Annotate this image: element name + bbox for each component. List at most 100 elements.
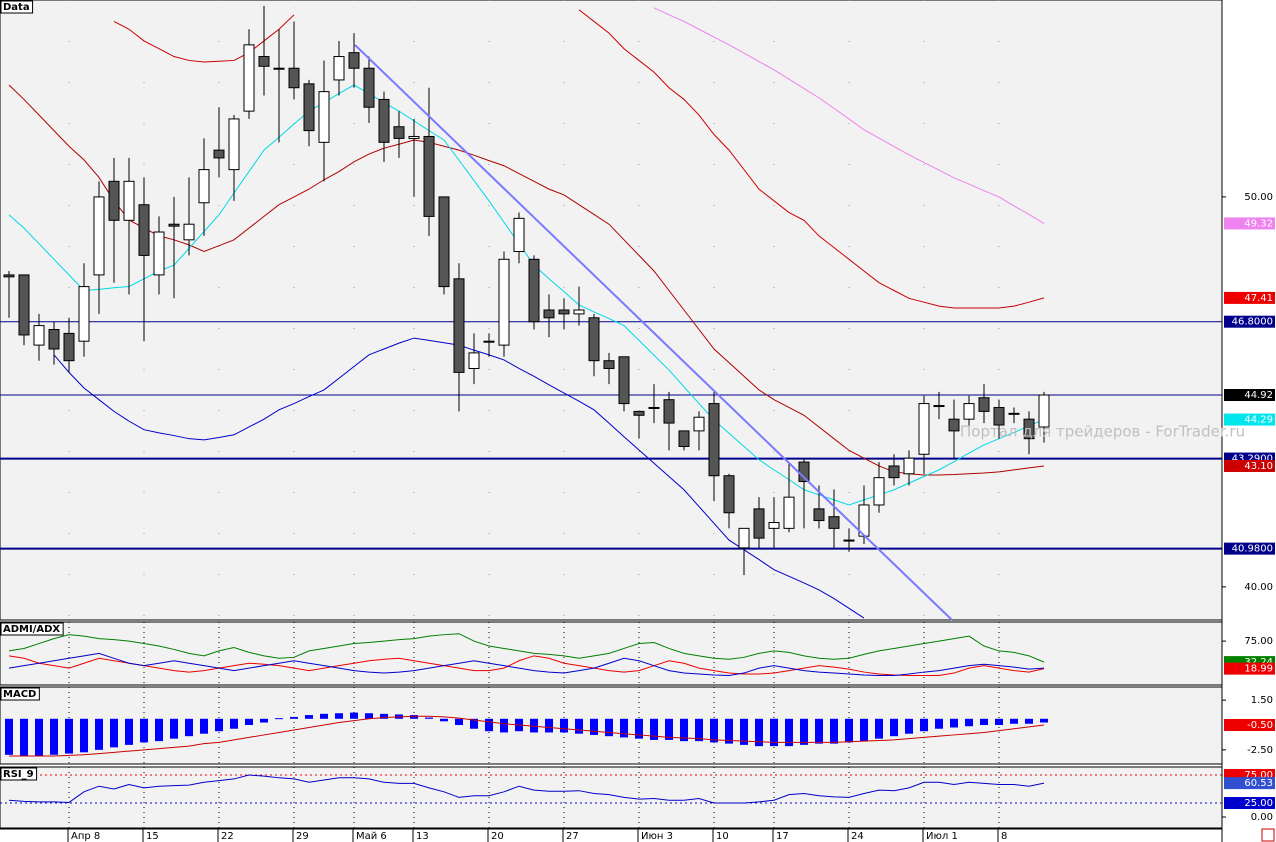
histogram-bar [920,718,928,732]
histogram-bar [770,718,778,747]
histogram-bar [620,718,628,738]
histogram-bar [350,712,358,719]
panel-title: Data [3,2,30,13]
histogram-bar [785,718,793,747]
candle-body [528,258,540,323]
candle-body [213,149,225,159]
histogram-bar [605,718,613,737]
histogram-bar [5,718,13,755]
series-line [8,633,1045,663]
candle-body [108,180,120,221]
candle-body [1008,412,1020,415]
watermark: Портал для трейдеров - ForTrader.ru [960,423,1245,441]
x-tick-label: Май 6 [356,831,387,842]
histogram-bar [680,718,688,742]
price-label-box [1224,291,1275,304]
x-tick-label: Июл 1 [926,831,958,842]
candle-body [438,196,450,288]
candle-body [933,405,945,408]
histogram-bar [95,718,103,750]
histogram-bar [905,718,913,734]
candle-body [723,475,735,514]
candle-body [708,403,720,477]
histogram-bar [125,718,133,745]
corner-icon [1261,828,1275,842]
histogram-bar [485,718,493,732]
y-tick-label: -2.50 [1247,745,1273,756]
candle-body [993,406,1005,426]
histogram-bar [290,716,298,719]
x-tick-label: 15 [146,831,159,842]
candle-body [393,126,405,139]
price-label: 46.8000 [1232,317,1273,328]
candle-body [633,410,645,416]
histogram-bar [935,718,943,729]
histogram-bar [650,718,658,740]
histogram-bar [725,718,733,744]
candle-body [288,67,300,89]
histogram-bar [170,718,178,739]
histogram-bar [365,713,373,719]
price-label-box [1224,662,1275,675]
histogram-bar [665,718,673,740]
candle-body [408,135,420,139]
price-label: 32.24 [1244,657,1273,668]
histogram-bar [830,718,838,744]
histogram-bar [575,718,583,734]
histogram-bar [740,718,748,745]
candle-body [588,317,600,362]
y-tick-label: 50.00 [1244,192,1273,203]
candle-body [903,457,915,475]
price-label: 44.29 [1244,415,1273,426]
candle-body [363,67,375,108]
panel-background [0,621,1223,686]
x-tick-label: 29 [296,831,309,842]
histogram-bar [695,718,703,742]
series-line [8,84,1045,476]
candle-body [963,403,975,420]
price-label-box [1224,542,1275,555]
trend-line [354,44,953,621]
price-label: 43.10 [1244,461,1273,472]
candle-body [678,430,690,447]
price-label: 25.00 [1244,798,1273,809]
series-line [8,774,1045,804]
x-tick-label: Апр 8 [71,831,100,842]
candle-body [63,332,75,362]
histogram-bar [530,718,538,733]
histogram-bar [140,718,148,743]
candle-body [228,118,240,171]
histogram-bar [155,718,163,742]
price-label-box [1224,719,1275,732]
candle-body [138,204,150,256]
x-tick-label: 27 [566,831,579,842]
candle-body [303,83,315,132]
candle-body [693,416,705,432]
histogram-bar [845,718,853,743]
series-line [8,652,1045,677]
histogram-bar [995,718,1003,726]
price-label-box [1224,777,1275,790]
histogram-bar [65,718,73,754]
candle-body [453,278,465,373]
candle-body [783,496,795,529]
panel-background [0,766,1223,829]
candle-body [738,527,750,549]
panel-title: MACD [3,689,36,700]
price-label: 60.53 [1244,778,1273,789]
candle-body [753,508,765,539]
histogram-bar [890,718,898,737]
candle-body [918,403,930,455]
panel-background [0,0,1223,621]
histogram-bar [410,715,418,719]
x-tick-label: 13 [416,831,429,842]
histogram-bar [590,718,598,735]
candle-body [648,406,660,409]
series-line [9,715,1045,757]
histogram-bar [20,718,28,757]
candle-body [258,56,270,67]
candle-body [318,91,330,143]
candle-body [468,352,480,369]
